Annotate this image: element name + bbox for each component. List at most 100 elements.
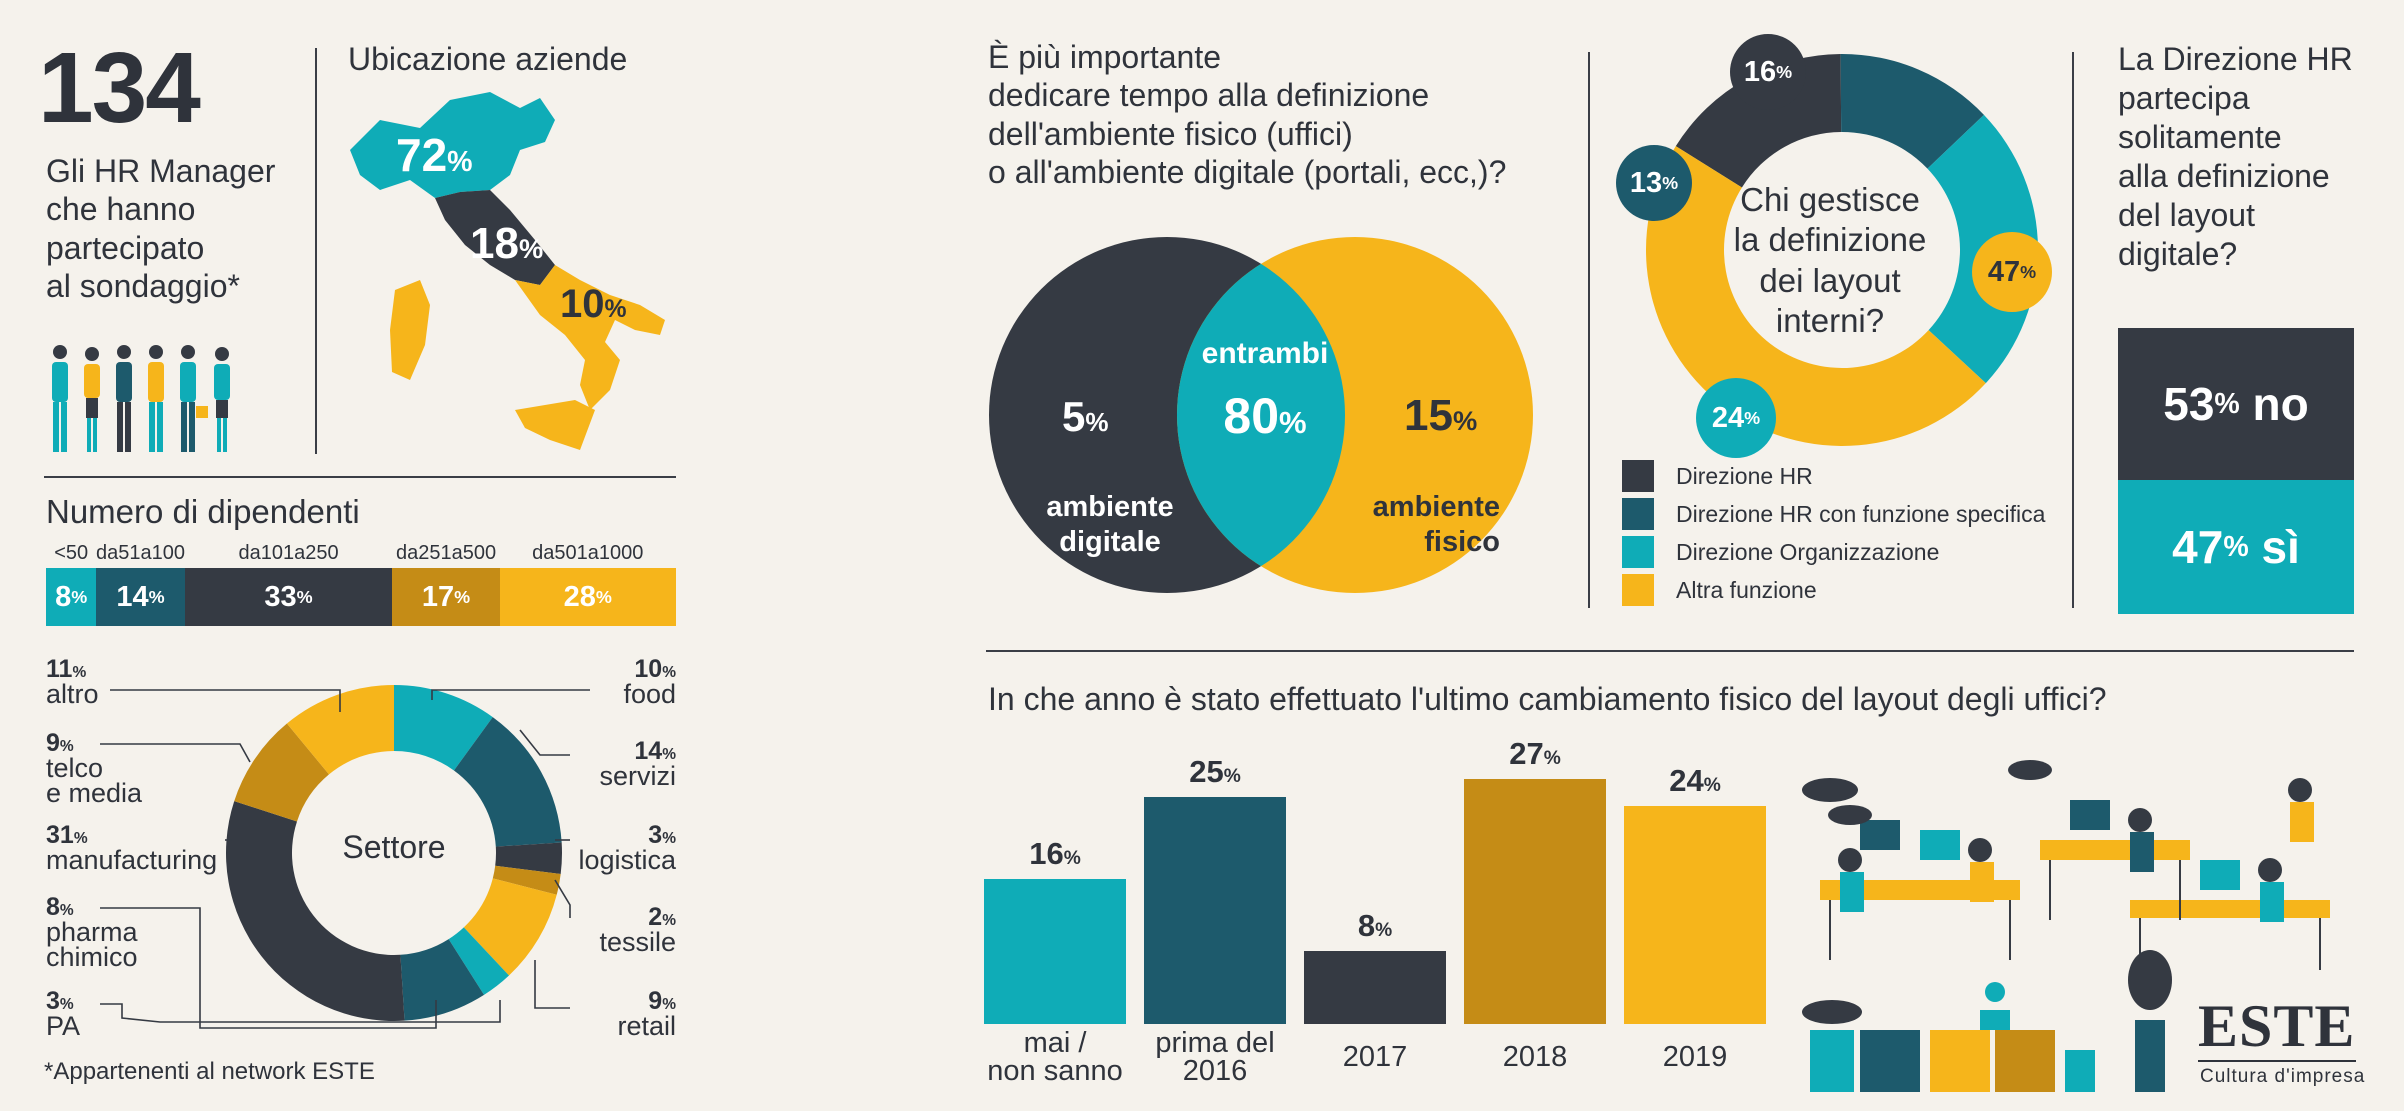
location-north-value: 72% (396, 129, 473, 181)
sector-donut-slice (463, 878, 557, 976)
employees-category-label: da501a1000 (532, 542, 644, 564)
management-legend-item: Direzione HR con funzione specifica (1622, 498, 2045, 530)
employees-title: Numero di dipendenti (46, 493, 360, 530)
venn-right-label: ambiente fisico (1372, 491, 1500, 558)
management-donut-slice (1840, 54, 1984, 169)
management-value-bubble: 13% (1616, 145, 1692, 221)
year-bar-label: prima del 2016 (1155, 1027, 1275, 1087)
sector-donut-slice (495, 842, 562, 875)
sector-label: 3% PA (46, 987, 81, 1041)
year-bar-label: 2018 (1502, 1041, 1568, 1073)
sector-label: 14% servizi (599, 737, 676, 791)
legend-label: Direzione HR con funzione specifica (1676, 500, 2046, 527)
location-title: Ubicazione aziende (348, 41, 628, 77)
year-question: In che anno è stato effettuato l'ultimo … (988, 681, 2107, 717)
location-center-value: 18% (470, 219, 544, 268)
sector-donut-slice (234, 723, 329, 822)
region-center (435, 190, 555, 285)
office-illustration (1802, 760, 2330, 1092)
participants-count: 134 (38, 32, 201, 144)
sector-label: 9% telco e media (46, 729, 143, 809)
year-bar-value: 25% (1189, 754, 1241, 790)
venn-overlap-label: entrambi (1201, 337, 1329, 370)
employees-category-label: da101a250 (238, 542, 339, 564)
sector-center-label: Settore (342, 829, 446, 865)
sector-label: 10% food (623, 655, 676, 709)
year-bar (1464, 779, 1606, 1024)
employees-bar-segment: 14% (96, 568, 185, 626)
employees-bar-segment: 33% (184, 568, 393, 626)
footnote: *Appartenenti al network ESTE (44, 1058, 375, 1085)
year-bar-value: 24% (1669, 763, 1721, 799)
management-legend-item: Direzione Organizzazione (1622, 536, 1939, 568)
management-value-bubble: 47% (1972, 232, 2052, 312)
employees-category-label: da51a100 (96, 542, 185, 564)
year-bar-value: 27% (1509, 736, 1561, 771)
year-bar-label: 2017 (1342, 1041, 1408, 1073)
management-value-bubble: 24% (1696, 378, 1776, 458)
year-bar (1144, 797, 1286, 1024)
sector-label: 3% logistica (578, 821, 676, 875)
venn-left-value: 5% (1062, 393, 1109, 440)
sector-donut-slice (394, 685, 493, 771)
region-sardinia (390, 280, 430, 380)
venn-diagram (989, 237, 1533, 593)
sector-donut-slice (492, 865, 561, 895)
sector-label: 31% manufacturing (46, 821, 218, 875)
legend-label: Altra funzione (1676, 576, 1817, 603)
sector-label: 2% tessile (599, 903, 676, 957)
sector-donut-slice (286, 685, 394, 775)
sector-label: 9% retail (617, 987, 676, 1041)
year-bar-label: 2019 (1662, 1041, 1728, 1073)
este-logo-rule (2198, 1060, 2356, 1062)
region-south (515, 265, 665, 410)
legend-swatch (1622, 460, 1654, 492)
management-donut-slice (1646, 146, 1986, 447)
region-north (350, 92, 555, 198)
employees-bar-segment: 8% (46, 568, 97, 626)
participants-description: Gli HR Manager che hanno partecipato al … (46, 153, 276, 305)
employees-bar-segment: 28% (499, 568, 676, 626)
legend-swatch (1622, 536, 1654, 568)
year-bar (1624, 806, 1766, 1024)
legend-swatch (1622, 574, 1654, 606)
hr-question: La Direzione HR partecipa solitamente al… (2118, 41, 2353, 273)
answer-no-box: 53% no (2118, 328, 2354, 480)
answer-yes-box: 47% sì (2118, 480, 2354, 614)
sector-donut-slice (448, 927, 510, 995)
sector-donut-slice (226, 801, 405, 1021)
divider-mid-2 (2072, 52, 2074, 608)
sector-label: 11% altro (46, 655, 99, 709)
management-legend-item: Altra funzione (1622, 574, 1817, 606)
divider-mid-horizontal (986, 650, 2354, 652)
este-tagline: Cultura d'impresa (2200, 1066, 2366, 1087)
divider-left-mid (44, 476, 676, 478)
year-bar (984, 878, 1126, 1024)
legend-label: Direzione Organizzazione (1676, 538, 1940, 565)
sector-leader-lines (100, 689, 590, 1029)
venn-overlap-value: 80% (1223, 388, 1307, 444)
venn-right-value: 15% (1404, 391, 1478, 440)
venn-left-label: ambiente digitale (1046, 491, 1174, 558)
employees-category-label: <50 (54, 542, 89, 564)
venn-question: È più importante dedicare tempo alla def… (988, 39, 1507, 191)
management-legend-item: Direzione HR (1622, 460, 1813, 492)
year-bar-label: mai / non sanno (987, 1027, 1123, 1087)
legend-label: Direzione HR (1676, 462, 1813, 489)
italy-map (350, 92, 665, 450)
sector-donut-chart (226, 685, 562, 1021)
sector-donut-slice (453, 717, 562, 847)
region-sicily (515, 400, 595, 450)
management-center-label: Chi gestisce la definizione dei layout i… (1733, 181, 1927, 339)
employees-stacked-bar: 8% 14% 33% 17% 28% (46, 568, 676, 626)
legend-swatch (1622, 498, 1654, 530)
divider-left-top (315, 48, 317, 454)
year-bar-value: 8% (1357, 908, 1393, 944)
venn-overlap (1177, 237, 1345, 593)
location-south-value: 10% (560, 282, 627, 326)
sector-donut-slice (400, 939, 485, 1021)
employees-bar-segment: 17% (392, 568, 500, 626)
employees-category-label: da251a500 (395, 542, 497, 564)
year-bar-value: 16% (1029, 835, 1081, 871)
year-bar (1304, 951, 1446, 1024)
